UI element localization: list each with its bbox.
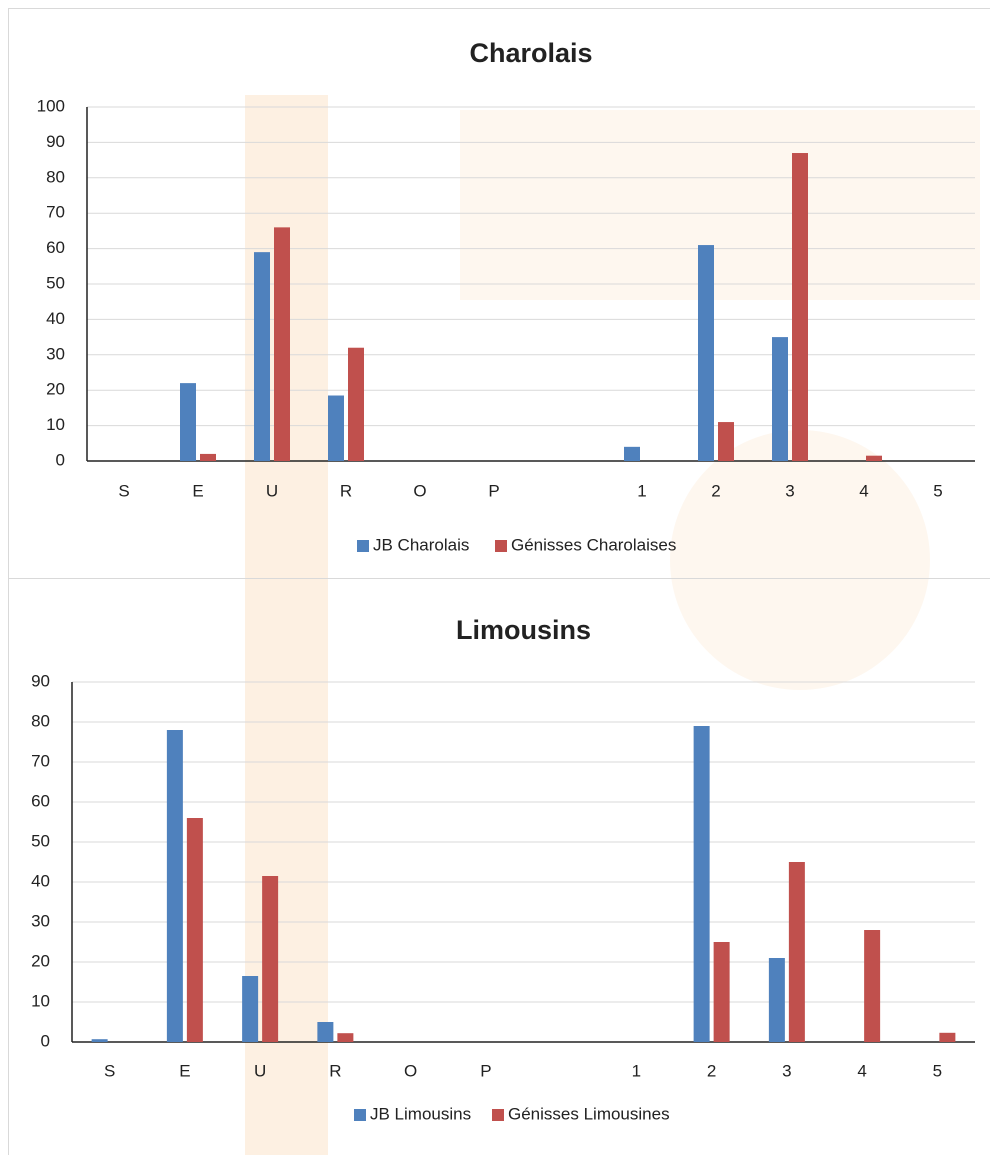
bar bbox=[768, 958, 785, 1042]
watermark bbox=[670, 430, 930, 690]
x-tick-label: E bbox=[192, 481, 203, 500]
y-tick-label: 40 bbox=[31, 871, 50, 890]
x-tick-label: 2 bbox=[707, 1061, 716, 1080]
bar bbox=[91, 1039, 108, 1042]
y-tick-label: 70 bbox=[31, 751, 50, 770]
bar bbox=[718, 422, 734, 461]
y-tick-label: 80 bbox=[46, 167, 65, 186]
bar bbox=[772, 337, 788, 461]
legend-swatch bbox=[357, 540, 369, 552]
y-tick-label: 0 bbox=[56, 450, 65, 469]
x-tick-label: U bbox=[254, 1061, 266, 1080]
x-tick-label: S bbox=[118, 481, 129, 500]
legend-swatch bbox=[354, 1109, 366, 1121]
x-tick-label: 2 bbox=[711, 481, 720, 500]
x-tick-label: P bbox=[488, 481, 499, 500]
y-tick-label: 60 bbox=[31, 791, 50, 810]
bar bbox=[348, 347, 364, 461]
x-tick-label: E bbox=[179, 1061, 190, 1080]
bar bbox=[939, 1032, 956, 1042]
y-tick-label: 50 bbox=[31, 831, 50, 850]
bar bbox=[242, 976, 259, 1042]
x-tick-label: 3 bbox=[785, 481, 794, 500]
bar bbox=[166, 730, 183, 1042]
chart-title: Limousins bbox=[456, 615, 591, 645]
bar bbox=[624, 446, 640, 461]
chart-title: Charolais bbox=[469, 38, 592, 68]
y-tick-label: 10 bbox=[46, 415, 65, 434]
bar bbox=[200, 453, 216, 461]
x-tick-label: 4 bbox=[859, 481, 868, 500]
bar bbox=[866, 455, 882, 461]
y-tick-label: 50 bbox=[46, 273, 65, 292]
bar bbox=[792, 153, 808, 461]
x-tick-label: 1 bbox=[637, 481, 646, 500]
y-tick-label: 20 bbox=[46, 380, 65, 399]
y-tick-label: 20 bbox=[31, 951, 50, 970]
bar bbox=[274, 227, 290, 461]
y-tick-label: 60 bbox=[46, 238, 65, 257]
y-tick-label: 90 bbox=[31, 671, 50, 690]
bar bbox=[254, 252, 270, 461]
x-tick-label: 4 bbox=[857, 1061, 866, 1080]
x-tick-label: 1 bbox=[632, 1061, 641, 1080]
x-tick-label: 5 bbox=[933, 481, 942, 500]
x-tick-label: R bbox=[329, 1061, 341, 1080]
bar bbox=[864, 930, 881, 1042]
y-tick-label: 30 bbox=[46, 344, 65, 363]
y-tick-label: 100 bbox=[37, 96, 65, 115]
y-tick-label: 0 bbox=[41, 1031, 50, 1050]
bar bbox=[713, 942, 730, 1042]
x-tick-label: P bbox=[480, 1061, 491, 1080]
x-tick-label: 3 bbox=[782, 1061, 791, 1080]
legend-label: Génisses Charolaises bbox=[511, 535, 676, 554]
y-tick-label: 30 bbox=[31, 911, 50, 930]
legend-label: JB Limousins bbox=[370, 1104, 471, 1123]
bar bbox=[693, 726, 710, 1042]
x-tick-label: O bbox=[404, 1061, 417, 1080]
bar bbox=[337, 1033, 354, 1042]
legend-label: Génisses Limousines bbox=[508, 1104, 670, 1123]
watermark bbox=[460, 110, 980, 300]
bar bbox=[788, 862, 805, 1042]
x-tick-label: S bbox=[104, 1061, 115, 1080]
legend-swatch bbox=[492, 1109, 504, 1121]
x-tick-label: 5 bbox=[933, 1061, 942, 1080]
bar bbox=[317, 1022, 334, 1042]
y-tick-label: 90 bbox=[46, 132, 65, 151]
bar bbox=[262, 876, 279, 1042]
y-tick-label: 10 bbox=[31, 991, 50, 1010]
chart-frame bbox=[8, 578, 990, 1155]
bar bbox=[180, 383, 196, 461]
y-tick-label: 40 bbox=[46, 309, 65, 328]
x-tick-label: R bbox=[340, 481, 352, 500]
bar bbox=[186, 818, 203, 1042]
y-tick-label: 70 bbox=[46, 203, 65, 222]
bar bbox=[328, 395, 344, 461]
legend-label: JB Charolais bbox=[373, 535, 469, 554]
legend-swatch bbox=[495, 540, 507, 552]
y-tick-label: 80 bbox=[31, 711, 50, 730]
bar bbox=[698, 245, 714, 461]
x-tick-label: O bbox=[413, 481, 426, 500]
x-tick-label: U bbox=[266, 481, 278, 500]
